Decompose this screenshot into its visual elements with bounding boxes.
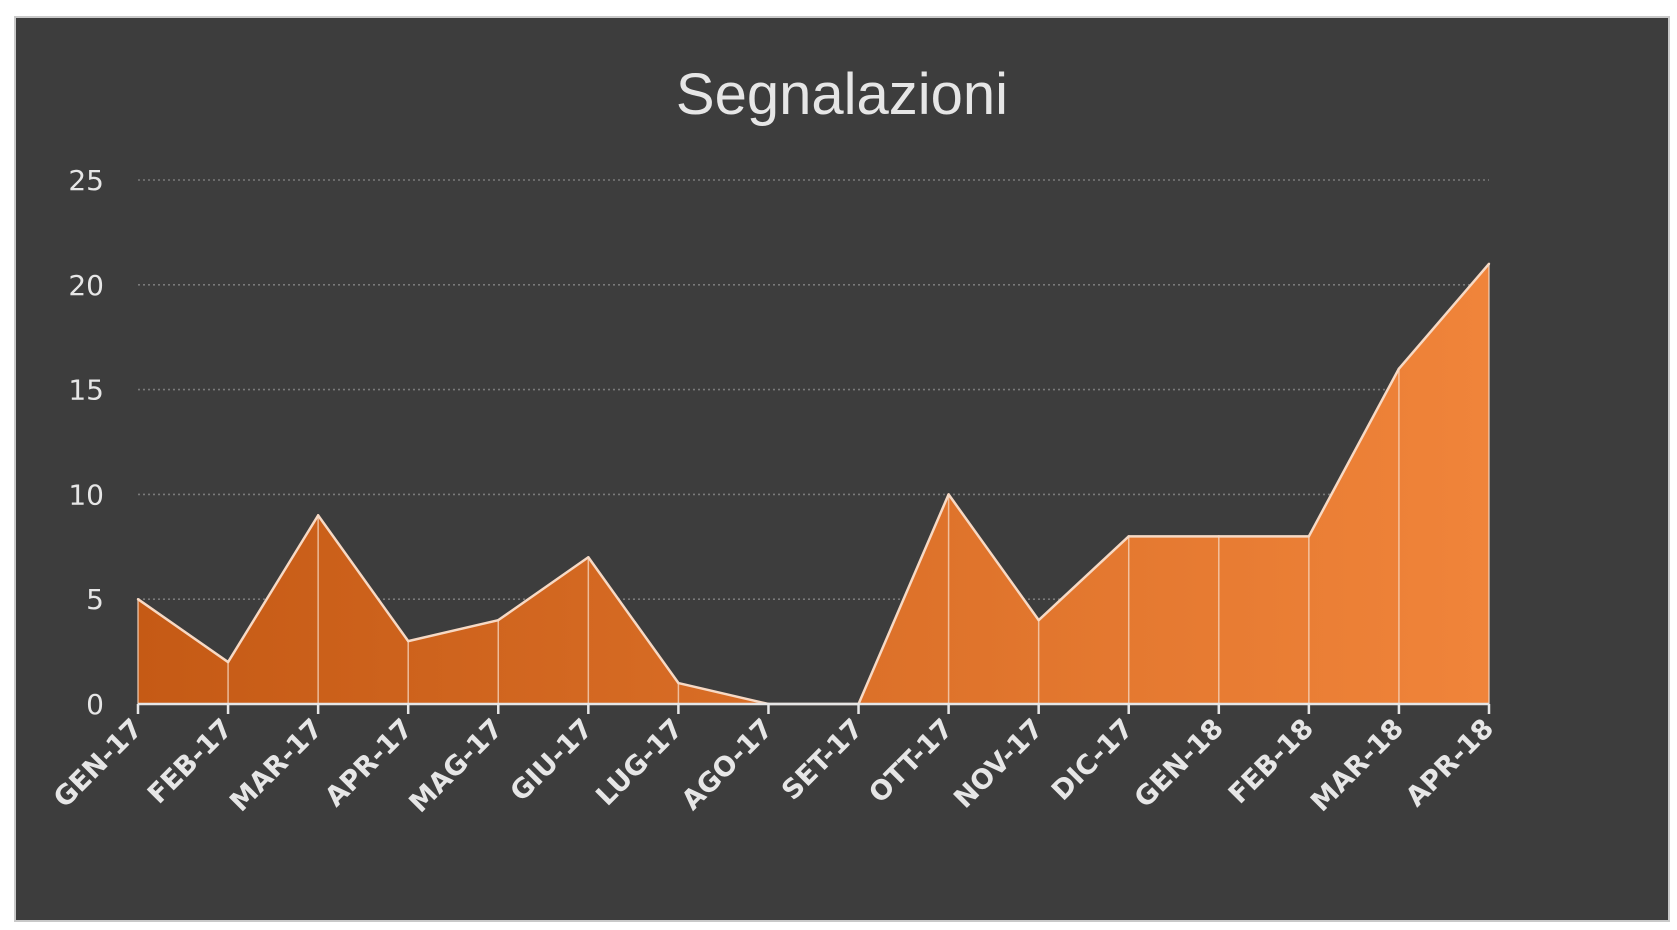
y-tick-label-5: 5 bbox=[86, 583, 104, 616]
data-point-apr-17 bbox=[407, 639, 410, 643]
x-tick-label-mag-17: MAG-17 bbox=[403, 713, 509, 819]
x-tick-label-nov-17: NOV-17 bbox=[948, 713, 1050, 815]
x-tick-label-gen-18: GEN-18 bbox=[1129, 713, 1230, 814]
data-point-feb-17 bbox=[226, 660, 230, 664]
data-point-lug-17 bbox=[677, 681, 680, 685]
chart-title: Segnalazioni bbox=[676, 62, 1008, 127]
data-point-nov-17 bbox=[1037, 618, 1040, 622]
data-point-dic-17 bbox=[1127, 535, 1130, 538]
data-point-giu-17 bbox=[587, 556, 590, 559]
y-tick-label-10: 10 bbox=[68, 478, 104, 511]
y-tick-label-0: 0 bbox=[86, 688, 104, 721]
x-tick-label-mar-17: MAR-17 bbox=[224, 713, 329, 818]
y-axis-tick-labels: 0 5 10 15 20 25 bbox=[68, 164, 104, 721]
data-point-gen-18 bbox=[1217, 535, 1221, 538]
y-tick-label-20: 20 bbox=[68, 269, 104, 302]
x-tick-label-mar-18: MAR-18 bbox=[1305, 713, 1410, 818]
x-axis-tick-labels: GEN-17FEB-17MAR-17APR-17MAG-17GIU-17LUG-… bbox=[48, 713, 1500, 819]
y-tick-label-15: 15 bbox=[68, 374, 104, 407]
x-tick-label-lug-17: LUG-17 bbox=[590, 713, 689, 812]
x-axis bbox=[136, 702, 1491, 714]
area-series bbox=[136, 262, 1491, 706]
data-point-feb-18 bbox=[1307, 535, 1311, 538]
data-point-mag-17 bbox=[497, 618, 500, 622]
y-tick-label-25: 25 bbox=[68, 164, 104, 197]
chart-frame: Segnalazioni 0 5 10 15 20 25 GEN-17 FEB-17 MAR-… bbox=[14, 16, 1670, 922]
x-tick-label-ago-17: AGO-17 bbox=[676, 713, 779, 816]
data-point-ott-17 bbox=[947, 493, 950, 496]
x-tick-label-set-17: SET-17 bbox=[776, 713, 869, 806]
x-tick-label-ott-17: OTT-17 bbox=[863, 713, 959, 809]
area-fill bbox=[138, 263, 1489, 704]
x-tick-label-gen-17: GEN-17 bbox=[48, 713, 149, 814]
data-point-mar-18 bbox=[1397, 367, 1401, 370]
data-point-mar-17 bbox=[316, 514, 320, 517]
x-tick-label-giu-17: GIU-17 bbox=[505, 713, 600, 808]
data-point-gen-17 bbox=[136, 598, 140, 601]
data-point-apr-18 bbox=[1487, 262, 1491, 266]
x-tick-label-apr-18: APR-18 bbox=[1400, 713, 1500, 813]
x-tick-label-dic-17: DIC-17 bbox=[1046, 713, 1140, 807]
chart-svg: Segnalazioni 0 5 10 15 20 25 GEN-17FEB-17MAR-… bbox=[48, 62, 1500, 819]
